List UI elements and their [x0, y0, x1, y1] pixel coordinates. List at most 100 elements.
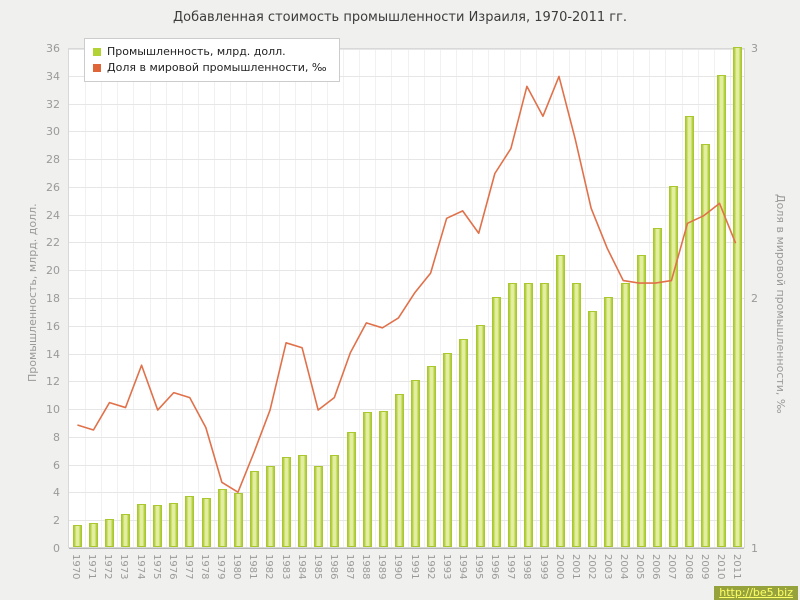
- right-axis-tick-label: 1: [751, 542, 758, 555]
- x-axis-tick-label: 1984: [295, 554, 307, 580]
- left-axis-tick-label: 26: [46, 180, 60, 194]
- bar: [153, 505, 163, 547]
- left-axis-tick-label: 36: [46, 42, 60, 55]
- legend-swatch-industry-icon: [93, 48, 101, 56]
- right-axis-title: Доля в мировой промышленности, ‰: [774, 194, 787, 414]
- bar: [652, 227, 662, 547]
- bar: [540, 283, 549, 547]
- bar: [507, 283, 517, 547]
- legend-item-world-share: Доля в мировой промышленности, ‰: [93, 60, 327, 76]
- bar: [362, 412, 372, 547]
- x-axis-tick-label: 1987: [344, 554, 356, 580]
- bar: [572, 283, 582, 547]
- x-axis-tick-label: 1995: [473, 554, 485, 580]
- left-axis-tick-label: 10: [46, 403, 60, 417]
- left-axis-tick-label: 18: [46, 292, 60, 305]
- x-axis-tick-label: 1975: [150, 554, 162, 580]
- x-axis-tick-label: 1994: [456, 554, 468, 580]
- x-axis-tick-label: 1982: [263, 554, 275, 580]
- bar: [346, 431, 356, 547]
- x-axis-tick-label: 1970: [70, 554, 82, 580]
- x-axis-tick-label: 1993: [440, 554, 452, 580]
- plot-area: [68, 47, 745, 549]
- x-axis-tick-label: 1998: [521, 554, 533, 580]
- bar: [685, 116, 695, 547]
- x-axis-tick-label: 1983: [279, 554, 291, 580]
- x-axis-tick-label: 2000: [553, 554, 565, 580]
- bar: [201, 498, 211, 547]
- left-axis-tick-label: 24: [46, 208, 60, 222]
- left-axis-tick-label: 22: [46, 236, 60, 250]
- bar: [717, 74, 727, 547]
- bar: [249, 470, 259, 547]
- bar: [491, 297, 501, 547]
- bar: [523, 283, 533, 547]
- x-axis-tick-label: 2008: [682, 554, 694, 580]
- x-axis-tick-label: 2006: [650, 554, 662, 580]
- x-axis-tick-label: 1980: [231, 554, 243, 580]
- bar: [120, 513, 130, 547]
- x-axis-tick-label: 1971: [86, 554, 98, 580]
- bar: [314, 466, 324, 547]
- h-gridline: [69, 186, 744, 188]
- x-axis-tick-label: 1997: [505, 554, 517, 580]
- h-gridline: [69, 103, 744, 105]
- h-gridline: [69, 49, 744, 50]
- bar: [104, 519, 114, 547]
- bar: [733, 47, 743, 547]
- right-axis-tick-label: 2: [751, 292, 758, 305]
- bar: [72, 524, 82, 547]
- x-axis-tick-label: 2003: [601, 554, 613, 580]
- bar: [137, 503, 147, 547]
- x-axis-tick-label: 2010: [714, 554, 726, 580]
- x-axis-tick-label: 1981: [247, 554, 259, 580]
- left-axis-tick-label: 4: [53, 486, 60, 500]
- h-gridline: [69, 242, 744, 244]
- left-axis-tick-label: 30: [46, 125, 60, 139]
- bar: [701, 144, 711, 547]
- bar: [282, 456, 292, 547]
- left-axis-tick-label: 2: [53, 514, 60, 528]
- x-axis-tick-label: 1979: [215, 554, 227, 580]
- right-axis-tick-label: 3: [751, 42, 758, 55]
- legend-swatch-world-share-icon: [93, 64, 101, 72]
- left-axis-tick-label: 12: [46, 375, 60, 389]
- bar: [604, 297, 614, 547]
- bar: [298, 455, 308, 547]
- bar: [427, 366, 437, 547]
- bar: [265, 466, 275, 547]
- bar: [411, 380, 421, 547]
- x-axis-tick-label: 2011: [730, 554, 742, 580]
- bar: [394, 394, 404, 547]
- h-gridline: [69, 520, 744, 522]
- x-axis-tick-label: 1978: [199, 554, 210, 580]
- left-axis-tick-label: 32: [46, 97, 60, 111]
- x-axis-tick-label: 2009: [698, 554, 710, 580]
- bar: [443, 352, 453, 547]
- h-gridline: [69, 548, 744, 549]
- legend-label-industry: Промышленность, млрд. долл.: [107, 45, 286, 58]
- x-axis-tick-label: 1976: [166, 554, 178, 580]
- bar: [169, 502, 179, 547]
- bar: [588, 310, 598, 547]
- x-axis-tick-label: 2001: [569, 554, 581, 580]
- legend-label-world-share: Доля в мировой промышленности, ‰: [107, 61, 327, 74]
- left-axis-tick-label: 16: [46, 319, 60, 333]
- left-axis-tick-label: 28: [46, 153, 60, 167]
- bar: [636, 255, 646, 547]
- x-axis-tick-label: 1977: [182, 554, 194, 580]
- footer-link[interactable]: http://be5.biz: [714, 586, 798, 600]
- bar: [378, 410, 388, 547]
- x-axis-tick-label: 1986: [327, 554, 339, 580]
- x-axis-tick-label: 2005: [634, 554, 646, 580]
- x-axis-tick-label: 1991: [408, 554, 420, 580]
- x-axis-tick-label: 1985: [311, 554, 323, 580]
- x-axis-tick-label: 1973: [118, 554, 130, 580]
- bar: [217, 488, 227, 547]
- left-axis-tick-label: 14: [46, 347, 60, 361]
- x-axis-tick-label: 1988: [360, 554, 372, 580]
- x-axis-tick-label: 2002: [585, 554, 597, 580]
- h-gridline: [69, 131, 744, 133]
- chart-title: Добавленная стоимость промышленности Изр…: [172, 10, 628, 25]
- h-gridline: [69, 214, 744, 216]
